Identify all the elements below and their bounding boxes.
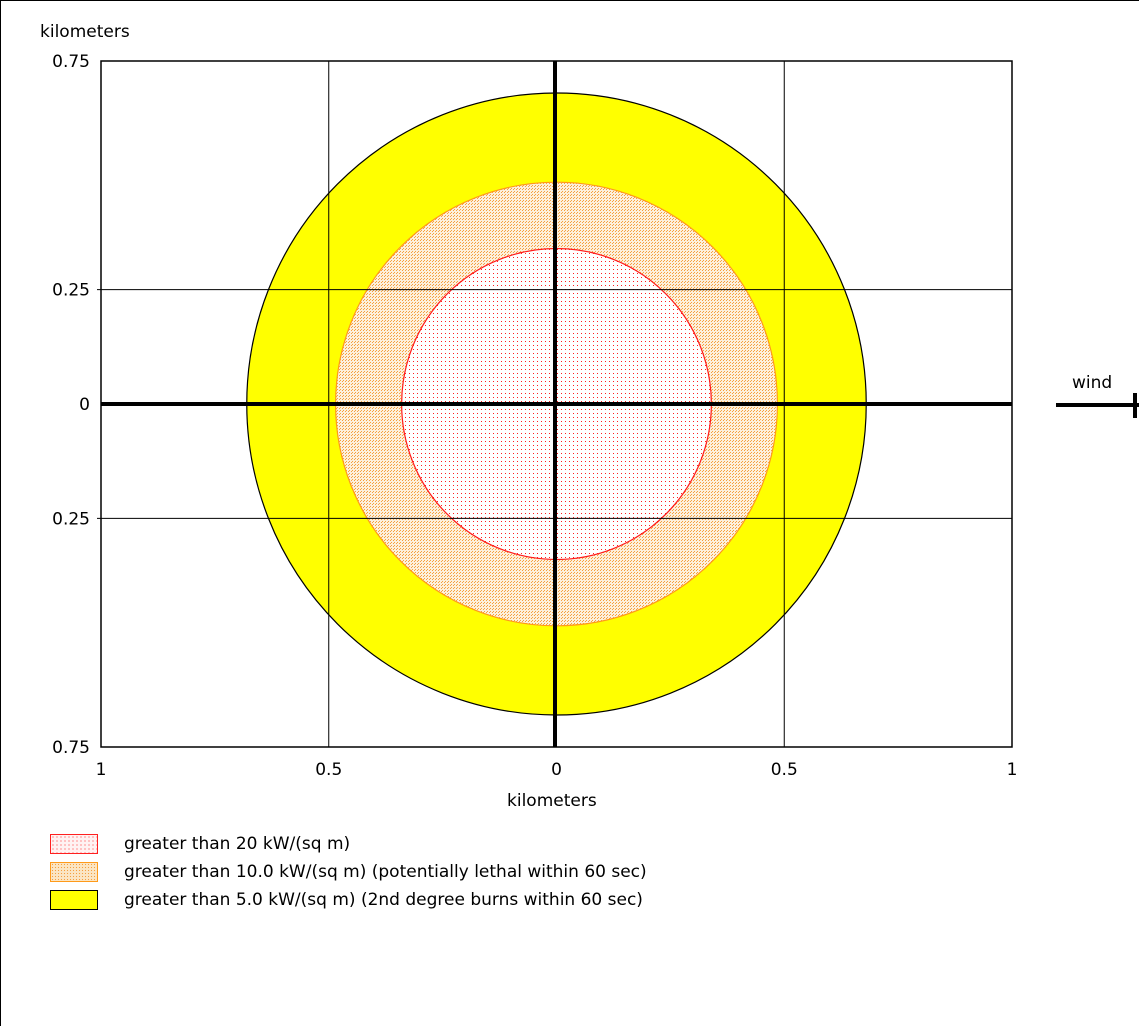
x-tick-label: 1 bbox=[1007, 760, 1018, 780]
legend: greater than 20 kW/(sq m) greater than 1… bbox=[50, 830, 647, 914]
y-tick-label: 0.75 bbox=[52, 52, 90, 72]
legend-label: greater than 10.0 kW/(sq m) (potentially… bbox=[124, 862, 647, 882]
wind-label: wind bbox=[1072, 373, 1112, 393]
legend-swatch-orange-dots bbox=[50, 862, 98, 882]
legend-label: greater than 20 kW/(sq m) bbox=[124, 834, 351, 854]
y-tick-label: 0.25 bbox=[52, 509, 90, 529]
y-tick-labels: 0.75 0.25 0 0.25 0.75 bbox=[52, 52, 90, 758]
y-tick-label: 0.75 bbox=[52, 738, 90, 758]
legend-item-10kw: greater than 10.0 kW/(sq m) (potentially… bbox=[50, 858, 647, 886]
wind-indicator: wind bbox=[1056, 373, 1139, 418]
legend-item-20kw: greater than 20 kW/(sq m) bbox=[50, 830, 647, 858]
x-tick-label: 0.5 bbox=[771, 760, 798, 780]
x-tick-label: 0 bbox=[551, 760, 562, 780]
legend-label: greater than 5.0 kW/(sq m) (2nd degree b… bbox=[124, 890, 643, 910]
x-tick-label: 1 bbox=[96, 760, 107, 780]
legend-swatch-red-dots bbox=[50, 834, 98, 854]
legend-swatch-yellow bbox=[50, 890, 98, 910]
x-tick-label: 0.5 bbox=[315, 760, 342, 780]
y-axis-label: kilometers bbox=[40, 22, 130, 42]
y-tick-label: 0.25 bbox=[52, 281, 90, 301]
threat-zone-plot: 0.75 0.25 0 0.25 0.75 1 0.5 0 0.5 1 kilometers k… bbox=[40, 22, 1139, 811]
legend-item-5kw: greater than 5.0 kW/(sq m) (2nd degree b… bbox=[50, 886, 647, 914]
x-axis-label: kilometers bbox=[507, 791, 597, 811]
x-tick-labels: 1 0.5 0 0.5 1 bbox=[96, 760, 1018, 780]
y-tick-label: 0 bbox=[79, 395, 90, 415]
